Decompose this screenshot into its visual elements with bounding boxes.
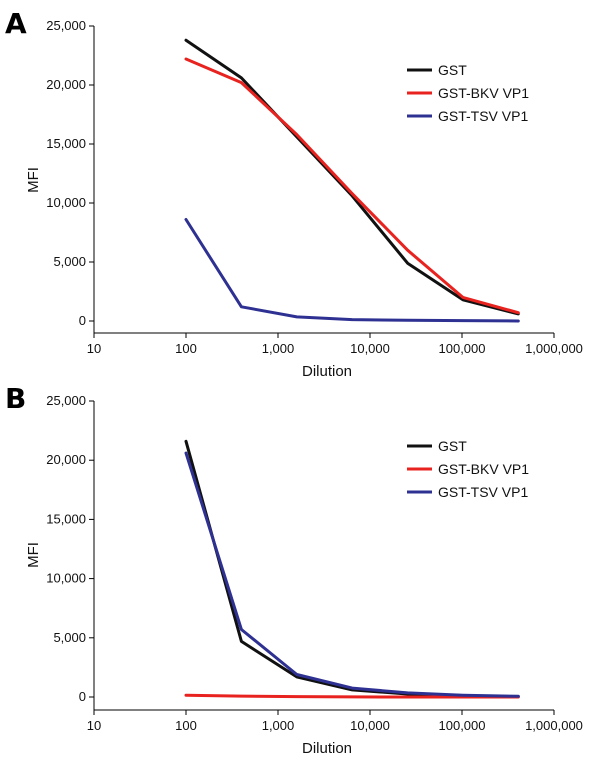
- y-tick-label-b: 25,000: [46, 393, 86, 408]
- series-line-gst-bkv-vp1-b: [184, 693, 520, 699]
- panel-a: A 0 5,000 10,000 15,000 20,000 25,000 10 100 1,…: [5, 7, 583, 380]
- series-line-gst-tsv-vp1-b: [184, 451, 520, 698]
- y-tick-label-b: 20,000: [46, 452, 86, 467]
- x-tick-label-b: 10: [87, 718, 101, 733]
- x-tick-label-a: 100: [175, 341, 197, 356]
- x-tick-label-b: 10,000: [350, 718, 390, 733]
- x-tick-label-b: 1,000: [262, 718, 295, 733]
- y-ticks-b: 0 5,000 10,000 15,000 20,000 25,000: [46, 393, 94, 704]
- x-tick-label-b: 1,000,000: [525, 718, 583, 733]
- series-line-gst-tsv-vp1-a: [184, 218, 520, 323]
- x-tick-label-b: 100: [175, 718, 197, 733]
- series-line-gst-a: [184, 38, 520, 316]
- legend-label-tsv-b: GST-TSV VP1: [438, 484, 528, 500]
- x-tick-label-b: 100,000: [439, 718, 486, 733]
- x-axis-title-a: Dilution: [302, 363, 352, 380]
- series-line-gst-b: [184, 439, 520, 699]
- y-tick-label-a: 25,000: [46, 18, 86, 33]
- legend-label-gst-a: GST: [438, 62, 467, 78]
- panel-b: B 0 5,000 10,000 15,000 20,000 25,000 10 100 1,…: [5, 382, 583, 757]
- y-ticks-a: 0 5,000 10,000 15,000 20,000 25,000: [46, 18, 94, 328]
- legend-a: GST GST-BKV VP1 GST-TSV VP1: [407, 62, 529, 124]
- panel-letter-b: B: [5, 382, 26, 415]
- y-tick-label-b: 0: [79, 689, 86, 704]
- legend-label-bkv-a: GST-BKV VP1: [438, 85, 529, 101]
- y-tick-label-b: 10,000: [46, 571, 86, 586]
- x-ticks-a: 10 100 1,000 10,000 100,000 1,000,000: [87, 333, 583, 356]
- y-tick-label-a: 10,000: [46, 195, 86, 210]
- y-tick-label-b: 15,000: [46, 511, 86, 526]
- panel-letter-a: A: [5, 7, 27, 40]
- legend-label-bkv-b: GST-BKV VP1: [438, 461, 529, 477]
- y-axis-title-a: MFI: [25, 167, 42, 193]
- x-ticks-b: 10 100 1,000 10,000 100,000 1,000,000: [87, 710, 583, 733]
- y-axis-title-b: MFI: [25, 542, 42, 568]
- y-tick-label-a: 15,000: [46, 136, 86, 151]
- x-tick-label-a: 1,000: [262, 341, 295, 356]
- series-line-gst-bkv-vp1-a: [184, 57, 520, 315]
- x-tick-label-a: 1,000,000: [525, 341, 583, 356]
- x-axis-title-b: Dilution: [302, 740, 352, 757]
- y-tick-label-a: 20,000: [46, 77, 86, 92]
- legend-b: GST GST-BKV VP1 GST-TSV VP1: [407, 438, 529, 500]
- y-tick-label-a: 0: [79, 313, 86, 328]
- y-tick-label-a: 5,000: [53, 254, 86, 269]
- x-tick-label-a: 10,000: [350, 341, 390, 356]
- x-tick-label-a: 100,000: [439, 341, 486, 356]
- legend-label-tsv-a: GST-TSV VP1: [438, 108, 528, 124]
- y-tick-label-b: 5,000: [53, 630, 86, 645]
- legend-label-gst-b: GST: [438, 438, 467, 454]
- series-group-a: [184, 38, 520, 323]
- series-group-b: [184, 439, 520, 699]
- x-tick-label-a: 10: [87, 341, 101, 356]
